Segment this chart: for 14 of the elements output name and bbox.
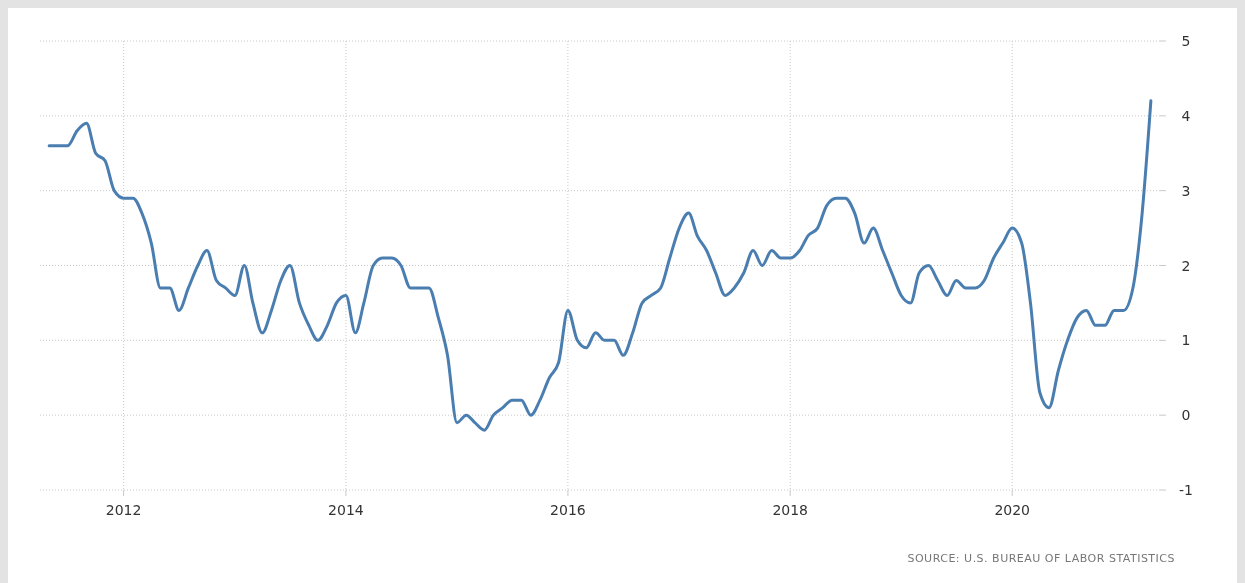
y-tick-label: -1 <box>1179 482 1193 498</box>
x-tick-label: 2020 <box>994 502 1031 518</box>
y-tick-label: 1 <box>1181 332 1191 349</box>
y-tick-label: 5 <box>1181 33 1191 49</box>
x-tick-label: 2016 <box>550 502 586 518</box>
y-tick-label: 0 <box>1181 407 1191 424</box>
x-tick-label: 2012 <box>105 502 142 518</box>
x-tick-label: 2014 <box>328 502 364 518</box>
y-tick-label: 3 <box>1181 182 1191 199</box>
x-tick-label: 2018 <box>772 502 809 518</box>
source-note: SOURCE: U.S. BUREAU OF LABOR STATISTICS <box>907 552 1175 565</box>
y-tick-label: 4 <box>1181 107 1191 124</box>
line-series <box>47 99 1153 432</box>
y-tick-label: 2 <box>1181 257 1191 274</box>
